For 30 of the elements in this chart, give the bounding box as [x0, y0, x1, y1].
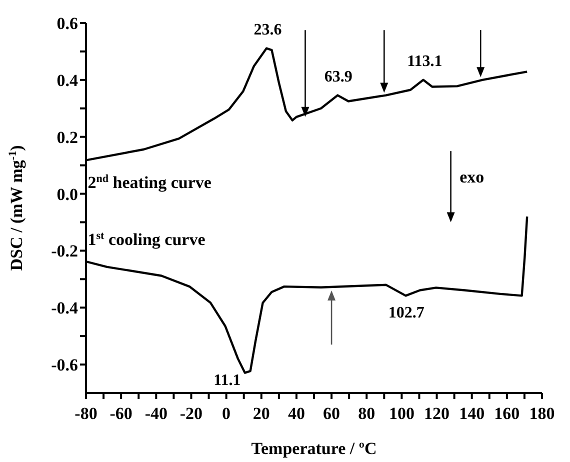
y-tick-label: -0.6 [51, 356, 78, 375]
annotation: 1$^{st}$ cooling curve [88, 230, 206, 249]
x-axis-title: Temperature / ºC [251, 439, 377, 458]
x-tick-label: 140 [459, 404, 485, 423]
x-tick-label: 60 [323, 404, 340, 423]
x-tick-label: 120 [424, 404, 450, 423]
x-tick-label: -80 [74, 404, 98, 423]
x-tick-label: 100 [388, 404, 414, 423]
annotation: 102.7 [388, 304, 424, 322]
x-tick-label: 20 [252, 404, 270, 423]
annotation: 113.1 [407, 52, 442, 70]
x-tick-label: 180 [529, 404, 555, 423]
y-tick-label: -0.4 [51, 298, 78, 318]
x-tick-label: -60 [110, 404, 132, 423]
x-tick-label: 0 [222, 404, 231, 423]
annotation: 63.9 [324, 68, 352, 86]
annotation: 23.6 [254, 22, 282, 39]
y-tick-label: -0.2 [51, 242, 78, 261]
y-tick-label: 0.6 [56, 14, 78, 34]
annotation: 11.1 [214, 372, 241, 389]
x-tick-label: -20 [180, 404, 203, 423]
y-tick-label: 0.2 [56, 128, 78, 147]
y-tick-label: 0.0 [56, 184, 78, 204]
x-tick-label: -40 [144, 404, 168, 423]
x-tick-label: 160 [494, 404, 520, 423]
x-tick-label: 40 [288, 404, 305, 423]
y-tick-label: 0.4 [56, 70, 78, 90]
annotation: 2$^{nd}$ heating curve [88, 173, 212, 192]
x-tick-label: 80 [358, 404, 376, 423]
annotation: exo [460, 167, 484, 186]
